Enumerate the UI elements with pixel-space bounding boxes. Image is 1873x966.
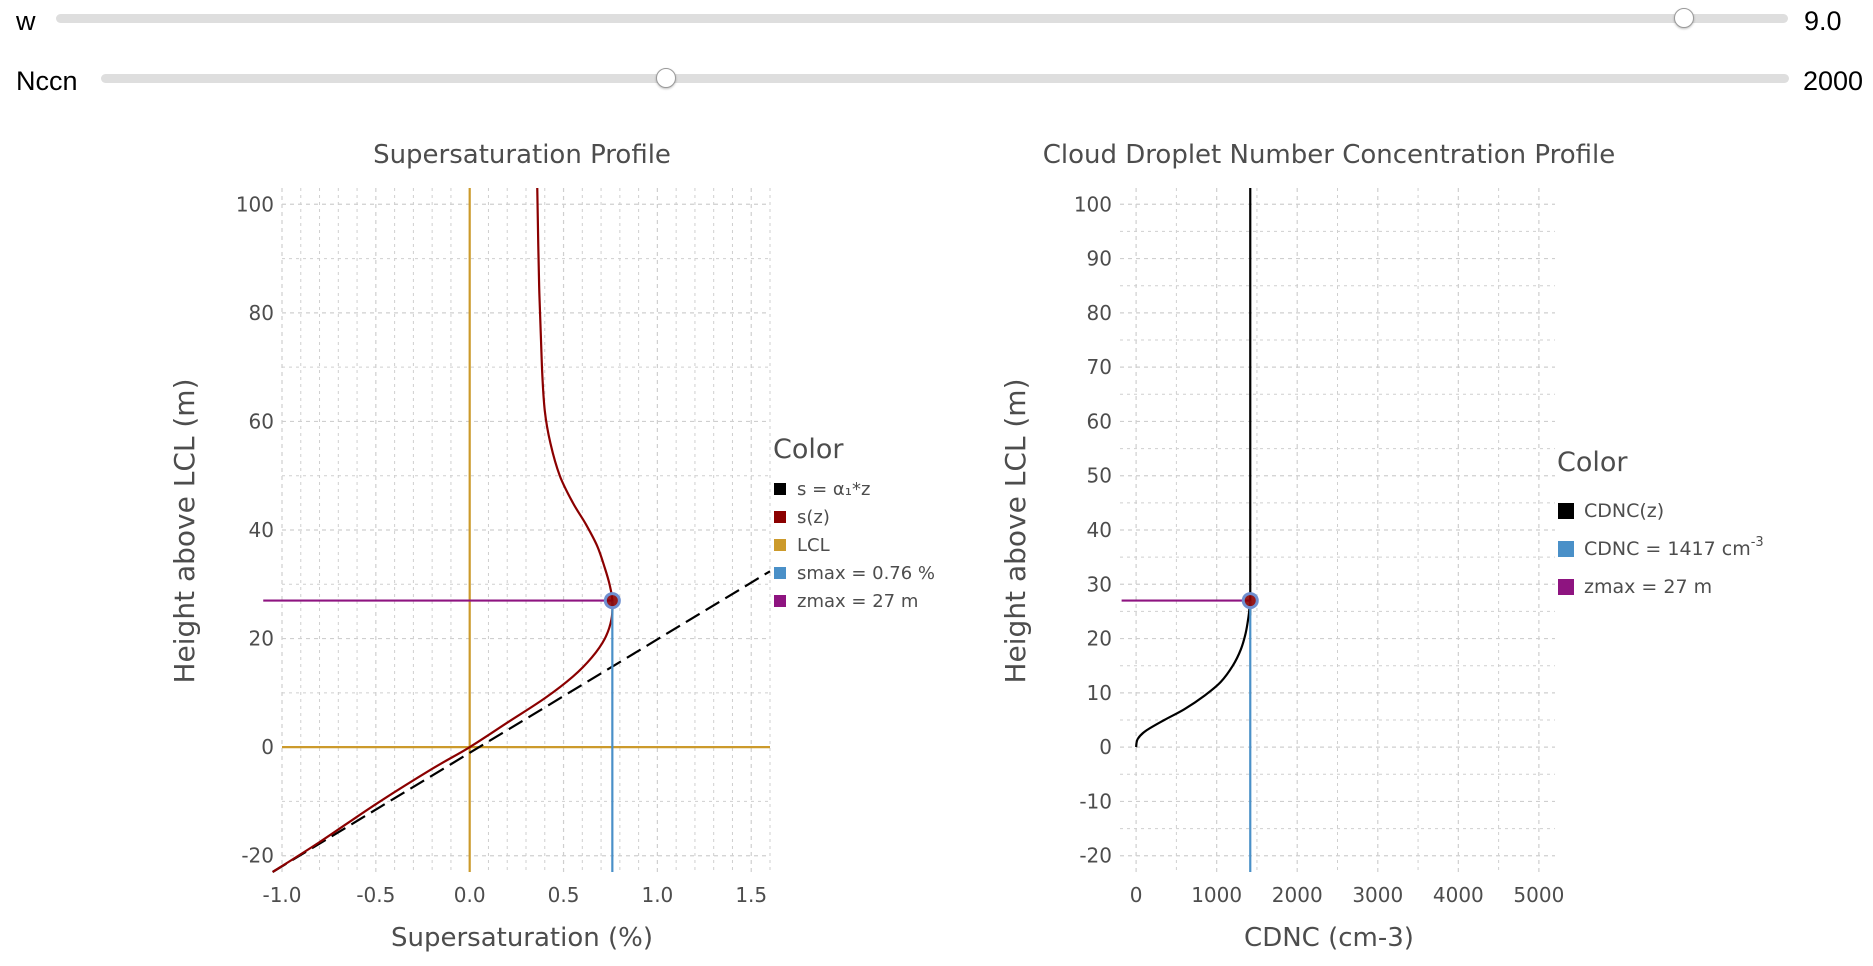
cdnc-legend-swatch-zmax [1558, 579, 1574, 595]
cdnc-x-tick-label: 3000 [1352, 883, 1403, 907]
supersaturation-grid [281, 188, 771, 872]
cdnc-legend-label-cdnc-z: CDNC(z) [1584, 500, 1664, 522]
supersaturation-ticks: -1.0 -0.5 0.0 0.5 1.0 1.5 -20 0 20 40 60 80 100 [236, 192, 767, 907]
cdnc-x-axis-label: CDNC (cm-3) [1244, 923, 1414, 953]
supersaturation-legend: s = α₁*z s(z) LCL smax = 0.76 % zmax = 27 m [774, 479, 935, 612]
supersaturation-chart-title: Supersaturation Profile [373, 140, 671, 170]
cdnc-x-tick-label: 2000 [1272, 883, 1323, 907]
supersaturation-legend-swatch-s_linear [774, 483, 786, 495]
cdnc-y-tick-label: 80 [1087, 301, 1112, 325]
cdnc-max-marker [1241, 592, 1259, 610]
nccn-slider-label: Nccn [16, 66, 78, 96]
cdnc-legend-label-cdnc-value-exponent: -3 [1751, 535, 1764, 550]
supersaturation-legend-swatch-zmax [774, 595, 786, 607]
cdnc-chart: Cloud Droplet Number Concentration Profi… [999, 140, 1764, 953]
cdnc-series [1121, 188, 1259, 872]
w-slider-value: 9.0 [1804, 6, 1842, 36]
cdnc-legend-swatch-cdnc-z [1558, 503, 1574, 519]
supersaturation-y-tick-label: 80 [249, 301, 274, 325]
supersaturation-max-marker [603, 592, 621, 610]
supersaturation-x-tick-label: 0.5 [548, 883, 580, 907]
cdnc-chart-title: Cloud Droplet Number Concentration Profi… [1043, 140, 1616, 170]
supersaturation-legend-label-zmax: zmax = 27 m [797, 591, 918, 612]
nccn-slider[interactable] [101, 68, 1789, 88]
supersaturation-legend-label-s_z: s(z) [797, 507, 830, 528]
supersaturation-x-tick-label: -1.0 [262, 883, 301, 907]
supersaturation-legend-label-lcl: LCL [797, 535, 830, 556]
cdnc-x-tick-label: 5000 [1513, 883, 1564, 907]
supersaturation-y-tick-label: 40 [249, 518, 274, 542]
supersaturation-legend-swatch-s_z [774, 511, 786, 523]
supersaturation-y-tick-label: -20 [241, 844, 274, 868]
supersaturation-legend-label-s_linear: s = α₁*z [797, 479, 870, 500]
supersaturation-x-tick-label: 1.0 [641, 883, 673, 907]
supersaturation-y-tick-label: 20 [249, 627, 274, 651]
w-slider-thumb[interactable] [1674, 8, 1695, 28]
cdnc-y-tick-label: 100 [1074, 192, 1112, 216]
cdnc-series-cdnc-line [1135, 188, 1252, 748]
cdnc-x-tick-label: 0 [1130, 883, 1143, 907]
cdnc-y-tick-label: 10 [1087, 681, 1112, 705]
supersaturation-y-tick-label: 0 [261, 735, 274, 759]
w-slider-label: w [16, 6, 36, 36]
cdnc-y-tick-label: 40 [1087, 518, 1112, 542]
supersaturation-series-s_linear-line [272, 570, 771, 873]
cdnc-legend-label-zmax: zmax = 27 m [1584, 576, 1712, 598]
cdnc-y-tick-label: -10 [1079, 789, 1112, 813]
cdnc-legend-label-cdnc-value: CDNC = 1417 cm-3 [1584, 535, 1764, 560]
cdnc-legend: CDNC(z) CDNC = 1417 cm-3 zmax = 27 m [1558, 500, 1764, 598]
cdnc-y-tick-label: 20 [1087, 627, 1112, 651]
cdnc-y-tick-label: 0 [1099, 735, 1112, 759]
w-slider[interactable] [56, 8, 1788, 28]
nccn-slider-thumb[interactable] [656, 68, 677, 88]
cdnc-y-tick-label: 90 [1087, 247, 1112, 271]
cdnc-y-axis-label: Height above LCL (m) [999, 379, 1032, 684]
nccn-slider-row: Nccn 2000 [0, 60, 1873, 100]
supersaturation-y-axis-label: Height above LCL (m) [168, 379, 201, 684]
supersaturation-legend-swatch-smax [774, 567, 786, 579]
supersaturation-legend-swatch-lcl [774, 539, 786, 551]
cdnc-grid [1120, 188, 1555, 872]
cdnc-legend-swatch-cdnc-value [1558, 541, 1574, 557]
cdnc-y-tick-label: 60 [1087, 409, 1112, 433]
nccn-slider-value: 2000 [1803, 66, 1864, 96]
cdnc-y-tick-label: 30 [1087, 572, 1112, 596]
cdnc-y-tick-label: 50 [1087, 464, 1112, 488]
supersaturation-x-tick-label: 0.0 [454, 883, 486, 907]
cdnc-x-tick-label: 4000 [1433, 883, 1484, 907]
cdnc-y-tick-label: -20 [1079, 844, 1112, 868]
supersaturation-y-tick-label: 60 [249, 409, 274, 433]
cdnc-legend-label-cdnc-value-main: CDNC = 1417 cm [1584, 538, 1751, 560]
supersaturation-legend-label-smax: smax = 0.76 % [797, 563, 935, 584]
supersaturation-series [263, 187, 771, 873]
w-slider-row: w 9.0 [0, 0, 1873, 40]
cdnc-ticks: 0 1000 2000 3000 4000 5000 -20 -10 0 10 20 30 40 50 60… [1074, 192, 1565, 907]
cdnc-y-tick-label: 70 [1087, 355, 1112, 379]
supersaturation-x-axis-label: Supersaturation (%) [391, 923, 653, 953]
supersaturation-x-tick-label: 1.5 [735, 883, 767, 907]
supersaturation-y-tick-label: 100 [236, 192, 274, 216]
cdnc-legend-title: Color [1557, 447, 1628, 478]
supersaturation-legend-title: Color [773, 434, 844, 465]
cdnc-x-tick-label: 1000 [1191, 883, 1242, 907]
supersaturation-chart: Supersaturation Profile Supersaturation … [168, 140, 935, 953]
supersaturation-x-tick-label: -0.5 [356, 883, 395, 907]
